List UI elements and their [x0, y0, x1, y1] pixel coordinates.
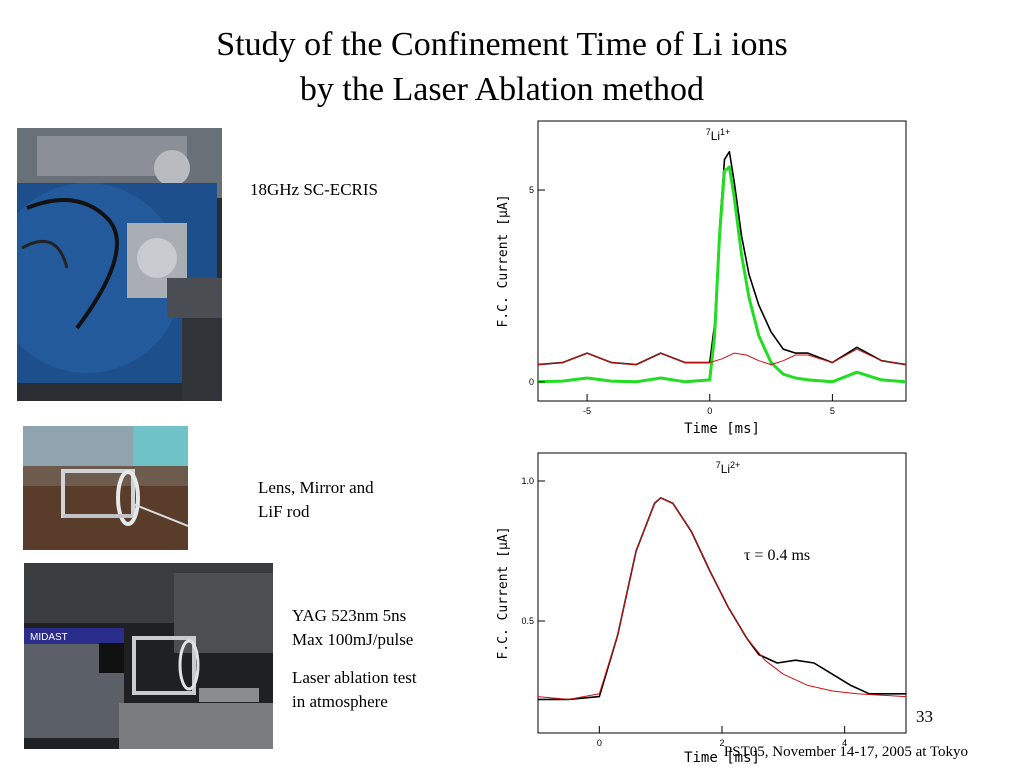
lens-caption-line2: LiF rod — [258, 502, 310, 521]
li2-plot: 0 2 4 0.5 1.0 7Li2+ τ = 0.4 ms Time [ms] F.C… — [488, 452, 918, 768]
li2-isotope: 7 — [716, 460, 721, 470]
yag-caption: YAG 523nm 5ns Max 100mJ/pulse Laser abla… — [292, 604, 417, 714]
lens-caption-line1: Lens, Mirror and — [258, 478, 374, 497]
slide-title-line1: Study of the Confinement Time of Li ions — [216, 26, 788, 63]
li1-x-tick-label: 5 — [830, 406, 835, 416]
li2-series-line — [538, 496, 906, 701]
lens-caption: Lens, Mirror and LiF rod — [258, 476, 374, 524]
lens-photo — [23, 426, 188, 550]
li2-x-tick-label: 0 — [597, 738, 602, 748]
li2-species-label: 7Li2+ — [716, 460, 741, 476]
li1-ylabel: F.C. Current [μA] — [496, 194, 511, 327]
yag-brand-text: MIDAST — [30, 632, 68, 643]
ecris-caption: 18GHz SC-ECRIS — [250, 180, 378, 199]
li1-series-line — [537, 150, 907, 366]
li1-series-line — [537, 165, 907, 384]
yag-caption-line1: YAG 523nm 5ns — [292, 606, 407, 625]
ecris-photo — [17, 128, 222, 401]
li2-y-tick-label: 0.5 — [521, 616, 534, 626]
li2-series-line — [537, 497, 907, 700]
li1-isotope: 7 — [706, 127, 711, 137]
li1-plot: -5 0 5 0 5 7Li1+ Time [ms] F.C. Current [μA] — [488, 118, 918, 443]
li1-y-tick-label: 0 — [529, 377, 534, 387]
yag-caption-line2: Max 100mJ/pulse — [292, 630, 414, 649]
li2-x-tick-label: 2 — [719, 738, 724, 748]
li1-series-line — [537, 348, 907, 366]
li2-charge: 2+ — [730, 460, 740, 470]
li1-species-label: 7Li1+ — [706, 127, 731, 143]
slide-title: Study of the Confinement Time of Li ions… — [0, 22, 1004, 112]
li2-ylabel: F.C. Current [μA] — [496, 526, 511, 659]
slide-title-line2: by the Laser Ablation method — [299, 71, 705, 108]
li1-element: Li — [711, 129, 720, 143]
li1-y-tick-label: 5 — [529, 185, 534, 195]
li2-xlabel: Time [ms] — [684, 750, 760, 766]
li1-x-tick-label: -5 — [583, 406, 591, 416]
slide-footer: PST05, November 14-17, 2005 at Tokyo — [723, 744, 968, 760]
laser-caption-line1: Laser ablation test — [292, 668, 417, 687]
li2-plot-svg: 0 2 4 0.5 1.0 7Li2+ τ = 0.4 ms Time [ms] F.C… — [496, 452, 907, 766]
slide-number: 33 — [916, 707, 933, 726]
li2-y-tick-label: 1.0 — [521, 476, 534, 486]
li1-plot-svg: -5 0 5 0 5 7Li1+ Time [ms] F.C. Current [μA] — [496, 120, 907, 437]
li1-charge: 1+ — [720, 127, 730, 137]
li1-x-tick-label: 0 — [707, 406, 712, 416]
li2-plot-frame — [537, 452, 907, 734]
li1-xlabel: Time [ms] — [684, 421, 760, 437]
li2-element: Li — [721, 462, 730, 476]
laser-caption-line2: in atmosphere — [292, 692, 388, 711]
tau-annotation: τ = 0.4 ms — [744, 547, 810, 564]
yag-photo: MIDAST — [24, 563, 273, 749]
li1-plot-frame — [537, 120, 907, 402]
li2-x-tick-label: 4 — [842, 738, 847, 748]
